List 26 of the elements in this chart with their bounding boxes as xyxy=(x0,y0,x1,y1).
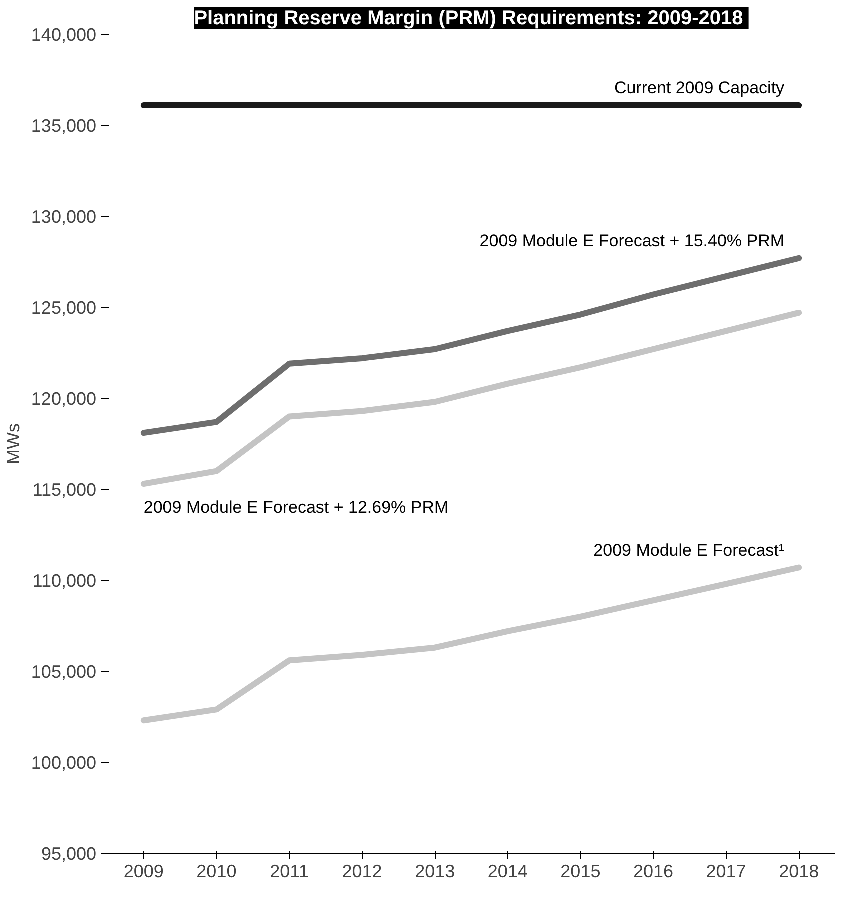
y-tick-label: 120,000 xyxy=(31,389,97,409)
y-tick-label: 140,000 xyxy=(31,25,97,45)
series-label: 2009 Module E Forecast + 12.69% PRM xyxy=(144,498,449,518)
y-tick-label: 105,000 xyxy=(31,662,97,682)
x-tick-label: 2011 xyxy=(270,862,309,882)
y-tick-label: 130,000 xyxy=(31,207,97,227)
x-tick-label: 2015 xyxy=(560,862,601,882)
series-label: Current 2009 Capacity xyxy=(614,78,786,98)
x-tick-label: 2014 xyxy=(488,862,528,882)
x-tick-label: 2009 xyxy=(124,862,164,882)
x-tick-label: 2012 xyxy=(342,862,382,882)
series-label: 2009 Module E Forecast + 15.40% PRM xyxy=(480,231,785,250)
y-tick-label: 115,000 xyxy=(32,480,97,500)
y-tick-label: 125,000 xyxy=(31,298,97,318)
y-tick-label: 135,000 xyxy=(31,116,97,136)
x-tick-label: 2013 xyxy=(415,862,456,882)
y-tick-label: 95,000 xyxy=(41,844,97,864)
y-tick-label: 110,000 xyxy=(32,571,97,591)
x-tick-label: 2018 xyxy=(779,862,820,882)
x-tick-label: 2010 xyxy=(196,862,237,882)
chart-title: Planning Reserve Margin (PRM) Requirements: 2009-2018 xyxy=(194,8,744,30)
x-tick-label: 2016 xyxy=(633,862,674,882)
series-label: 2009 Module E Forecast¹ xyxy=(594,540,785,560)
x-tick-label: 2017 xyxy=(706,862,746,882)
y-tick-label: 100,000 xyxy=(31,753,97,773)
y-axis-title: MWs xyxy=(3,424,24,464)
